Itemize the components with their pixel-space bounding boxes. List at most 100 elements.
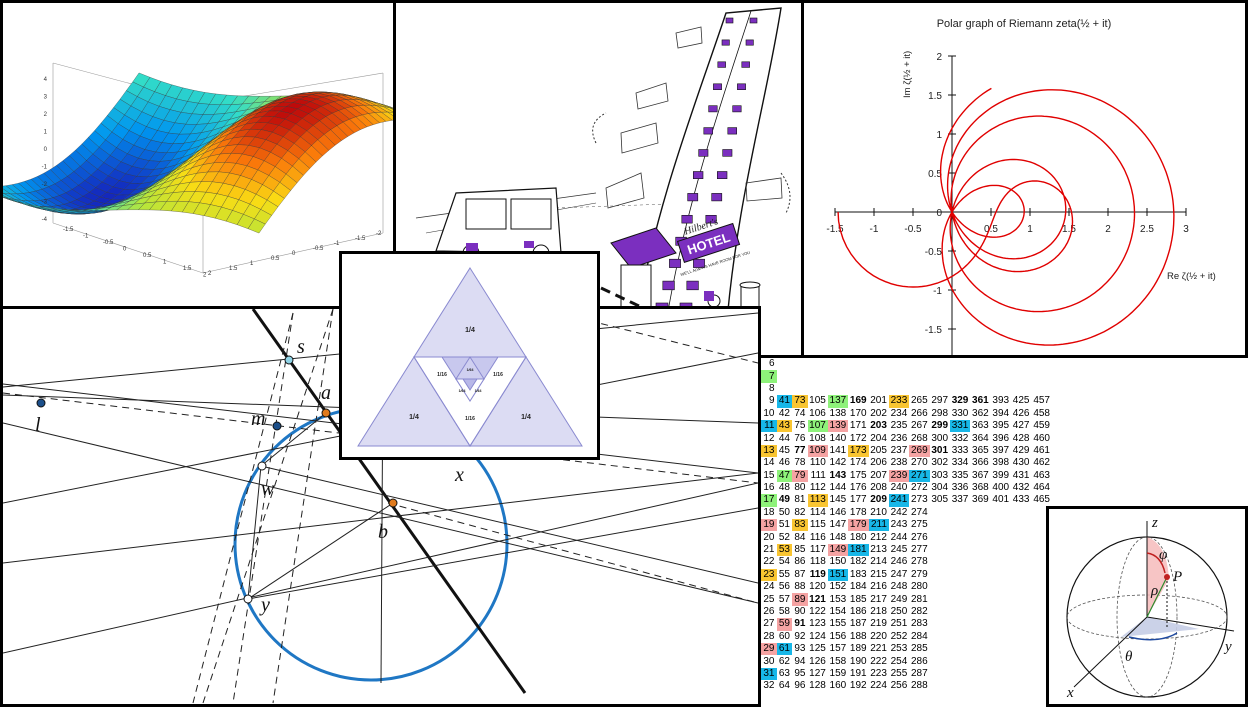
z-tick-label: -3 [42,200,48,206]
table-cell: 429 [1012,444,1030,456]
hotel-window [693,258,705,268]
table-row: 24 56 88 120 152 184 216 248 280 [761,581,1052,593]
table-cell: 108 [809,432,826,444]
table-cell: 248 [890,581,908,593]
table-cell: 155 [829,618,847,630]
label-s: s [297,336,305,358]
table-cell: 158 [829,655,847,667]
table-cell: 457 [1033,395,1050,407]
table-cell: 150 [829,556,847,568]
y-tick-label: -2 [376,231,382,237]
table-cell: 45 [778,444,790,456]
table-cell: 282 [910,606,928,617]
table-cell: 224 [870,680,887,692]
table-cell: 401 [992,494,1010,506]
table-cell: 88 [794,581,806,593]
table-cell: 52 [778,531,790,543]
table-cell: 205 [870,444,887,456]
z-tick-label: -2 [42,182,48,188]
table-cell: 251 [890,618,908,630]
table-cell: 221 [870,643,887,655]
table-cell: 237 [890,444,908,456]
surface-facet [3,195,9,199]
table-cell: 170 [849,407,867,419]
table-cell: 109 [807,444,828,458]
table-row: 19 51 83 115 147 179 211 243 275 [761,519,1052,532]
table-cell: 139 [827,419,849,433]
x-tick-label: 1 [163,260,167,266]
table-row: 27 59 91 123 155 187 219 251 283 [761,618,1052,631]
y-tick-label: 1 [250,261,254,267]
table-cell: 107 [807,419,828,433]
table-cell: 23 [761,568,777,582]
table-cell: 48 [778,482,790,494]
table-cell: 141 [829,444,847,456]
hotel-window [662,280,675,291]
table-cell: 274 [910,506,928,518]
table-cell: 273 [910,494,928,506]
table-cell: 207 [870,469,887,481]
hotel-window [732,105,742,113]
table-cell: 288 [910,680,928,692]
table-cell: 206 [870,457,887,469]
table-cell: 185 [849,593,867,605]
table-cell: 125 [809,643,826,655]
x-tick-label: 1 [1027,224,1033,235]
table-cell: 283 [910,618,928,630]
table-row: 7 [761,370,1052,383]
table-cell: 126 [809,655,826,667]
table-cell: 216 [870,581,887,593]
table-cell: 14 [763,457,775,469]
table-cell: 427 [1012,420,1030,432]
table-cell: 176 [849,482,867,494]
table-cell: 123 [809,618,826,630]
table-cell: 458 [1033,407,1050,419]
table-cell: 213 [870,544,887,556]
table-cell: 8 [768,382,775,394]
table-cell: 361 [972,395,989,407]
table-cell: 119 [809,568,826,580]
hotel-window [703,127,713,135]
table-cell: 118 [809,556,826,568]
table-cell: 330 [951,407,969,419]
table-row: 20 52 84 116 148 180 212 244 276 [761,531,1052,543]
table-cell: 124 [809,630,826,642]
table-cell: 265 [910,395,928,407]
table-cell: 399 [992,469,1010,481]
sierpinski-label-top: 1/4 [465,327,475,334]
table-cell: 254 [890,655,908,667]
sphere-panel: z y x φ ρ P θ [1046,506,1248,707]
table-cell: 202 [870,407,887,419]
table-cell: 115 [809,519,826,531]
table-cell: 142 [829,457,847,469]
table-cell: 147 [829,519,847,531]
table-cell: 212 [870,531,887,543]
table-cell: 433 [1012,494,1030,506]
sierpinski-label-16b: 1/16 [493,372,503,378]
table-cell: 175 [849,469,867,481]
table-cell: 233 [888,395,910,408]
zeta-chart: Polar graph of Riemann zeta(½ + it) -1.5… [826,18,1216,355]
hotel-window [749,17,758,24]
table-cell: 305 [931,494,949,506]
sierpinski-panel: 1/4 1/4 1/4 1/16 1/16 1/16 1/64 1/64 1/6… [339,251,600,460]
table-cell: 270 [910,457,928,469]
table-row: 14 46 78 110 142 174 206 238 270 302 334 366 398 430 4… [761,457,1052,469]
y-tick-label: 0.5 [271,256,280,262]
table-cell: 246 [890,556,908,568]
table-cell: 49 [778,494,790,506]
sierpinski-label-16c: 1/16 [465,416,475,422]
table-row: 11 43 75 107 139 171 203 235 267 299 331 363 395 427 4… [761,419,1052,433]
table-cell: 430 [1012,457,1030,469]
table-cell: 463 [1033,469,1050,481]
table-cell: 182 [849,556,867,568]
table-cell: 46 [778,457,790,469]
table-cell: 114 [809,506,826,518]
table-cell: 42 [778,407,790,419]
table-row: 22 54 86 118 150 182 214 246 278 [761,556,1052,568]
x-tick-label: -1 [83,234,89,240]
saddle-surface-panel: 4 3 2 1 0 -1 -2 -3 -4 -1.5 -1 -0.5 0 0.5 1 1.5 2 2 1.5 1 0.5… [0,0,397,310]
table-row: 6 [761,358,1052,370]
table-cell: 24 [763,581,775,593]
label-l: l [35,414,41,436]
